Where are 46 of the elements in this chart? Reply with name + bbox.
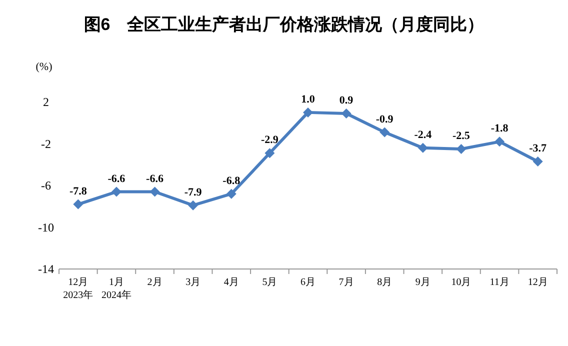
x-tick-label: 1月 2024年 bbox=[101, 277, 132, 301]
data-label: 0.9 bbox=[339, 94, 354, 106]
y-tick-label: -6 bbox=[41, 178, 51, 192]
data-label: -6.8 bbox=[222, 174, 241, 187]
y-axis-title: (%) bbox=[36, 61, 53, 73]
y-tick-label: -10 bbox=[38, 220, 54, 234]
data-label: -6.6 bbox=[146, 172, 164, 185]
y-tick-label: -14 bbox=[38, 262, 54, 276]
x-tick-label: 5月 bbox=[262, 277, 278, 288]
y-tick-label: -2 bbox=[41, 136, 51, 151]
data-label: -2.9 bbox=[260, 134, 279, 146]
x-tick-label: 11月 bbox=[490, 277, 510, 288]
x-tick-label: 7月 bbox=[338, 277, 354, 288]
data-label: -1.8 bbox=[490, 122, 509, 135]
x-tick-label: 12月 bbox=[528, 277, 548, 288]
x-tick-label: 2月 bbox=[147, 277, 162, 288]
data-label: -2.5 bbox=[452, 130, 470, 142]
point bbox=[380, 127, 390, 138]
x-tick-label: 6月 bbox=[300, 277, 316, 288]
chart-title: 图6 全区工业生产者出厂价格涨跌情况（月度同比） bbox=[84, 15, 484, 34]
point bbox=[188, 200, 198, 210]
point bbox=[456, 144, 466, 154]
point bbox=[303, 107, 313, 118]
data-label: 1.0 bbox=[301, 93, 316, 106]
point bbox=[150, 186, 160, 197]
data-label: -6.6 bbox=[108, 172, 126, 185]
point bbox=[226, 188, 236, 199]
x-tick-label: 10月 bbox=[451, 277, 472, 288]
data-label: -7.8 bbox=[69, 185, 88, 198]
data-label: -2.4 bbox=[414, 128, 432, 141]
y-tick-label: 2 bbox=[43, 95, 49, 109]
x-tick-label: 3月 bbox=[186, 277, 201, 288]
data-label: -7.9 bbox=[184, 186, 202, 198]
point bbox=[532, 156, 543, 166]
x-tick-label: 9月 bbox=[415, 277, 430, 288]
point bbox=[264, 148, 275, 158]
point bbox=[341, 108, 352, 118]
point bbox=[494, 136, 505, 147]
data-label: -3.7 bbox=[529, 142, 548, 154]
x-tick-label: 12月 2023年 bbox=[63, 277, 94, 301]
x-tick-label: 8月 bbox=[377, 277, 392, 288]
point bbox=[111, 186, 122, 197]
x-tick-label: 4月 bbox=[224, 277, 239, 288]
point bbox=[73, 199, 84, 210]
point bbox=[418, 142, 428, 153]
data-label: -0.9 bbox=[376, 113, 394, 126]
